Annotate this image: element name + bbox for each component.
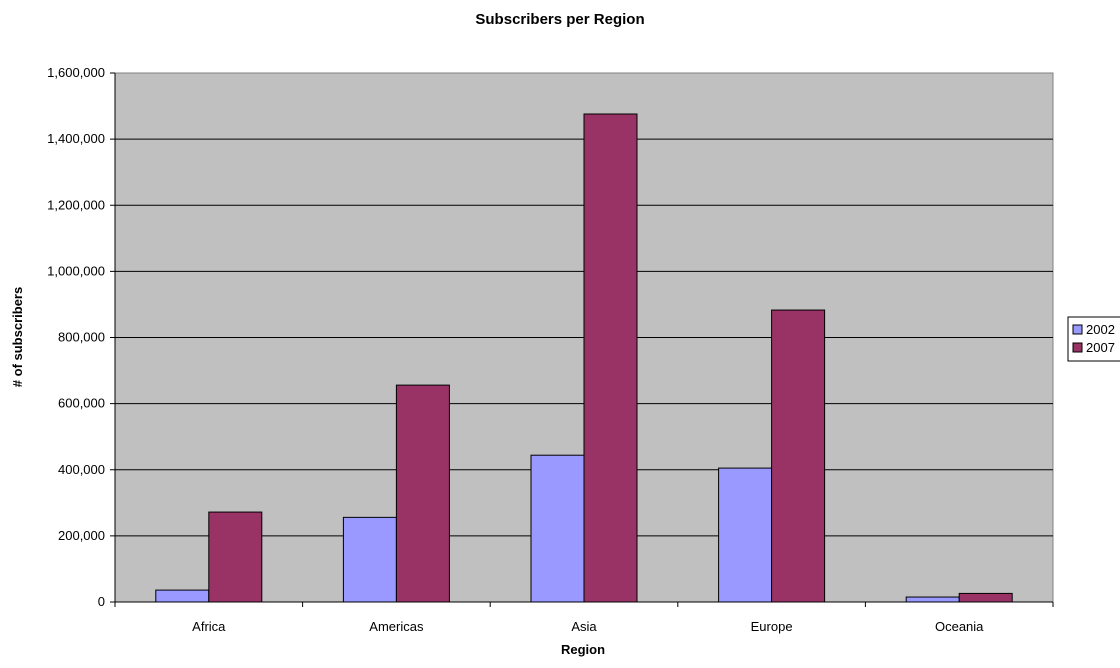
legend-label-2007: 2007 — [1086, 340, 1115, 355]
y-tick-label: 1,600,000 — [47, 65, 105, 80]
x-tick-label: Europe — [751, 619, 793, 634]
chart-title: Subscribers per Region — [475, 11, 644, 28]
bar-2002-europe — [718, 467, 773, 603]
bar-2002-asia — [530, 454, 585, 603]
y-tick-label: 1,000,000 — [47, 263, 105, 278]
y-tick-label: 1,400,000 — [47, 131, 105, 146]
y-axis-title: # of subscribers — [10, 287, 25, 387]
x-tick-label: Americas — [369, 619, 424, 634]
y-tick-label: 200,000 — [58, 528, 105, 543]
bar-2007-asia — [583, 113, 638, 603]
x-tick-label: Africa — [192, 619, 226, 634]
x-tick-label: Asia — [571, 619, 597, 634]
x-axis: Africa Americas Asia Europe Oceania — [114, 601, 1054, 634]
y-tick-label: 1,200,000 — [47, 197, 105, 212]
legend: 2002 2007 — [1067, 316, 1120, 362]
y-tick-label: 400,000 — [58, 462, 105, 477]
bars — [155, 113, 1013, 603]
bar-2007-americas — [395, 384, 450, 603]
bar-2002-africa — [155, 589, 210, 603]
bar-2002-americas — [342, 516, 397, 603]
y-tick-label: 800,000 — [58, 330, 105, 345]
bar-2002-oceania — [905, 596, 960, 603]
bar-2007-africa — [208, 511, 263, 603]
legend-label-2002: 2002 — [1086, 322, 1115, 337]
legend-box — [1067, 316, 1120, 362]
bar-2007-europe — [771, 309, 826, 603]
legend-swatch-2007 — [1072, 342, 1083, 353]
bar-2007-oceania — [958, 592, 1013, 603]
x-axis-title: Region — [561, 642, 605, 657]
y-tick-label: 600,000 — [58, 396, 105, 411]
y-tick-label: 0 — [98, 594, 105, 609]
legend-swatch-2002 — [1072, 324, 1083, 335]
x-tick-label: Oceania — [935, 619, 984, 634]
